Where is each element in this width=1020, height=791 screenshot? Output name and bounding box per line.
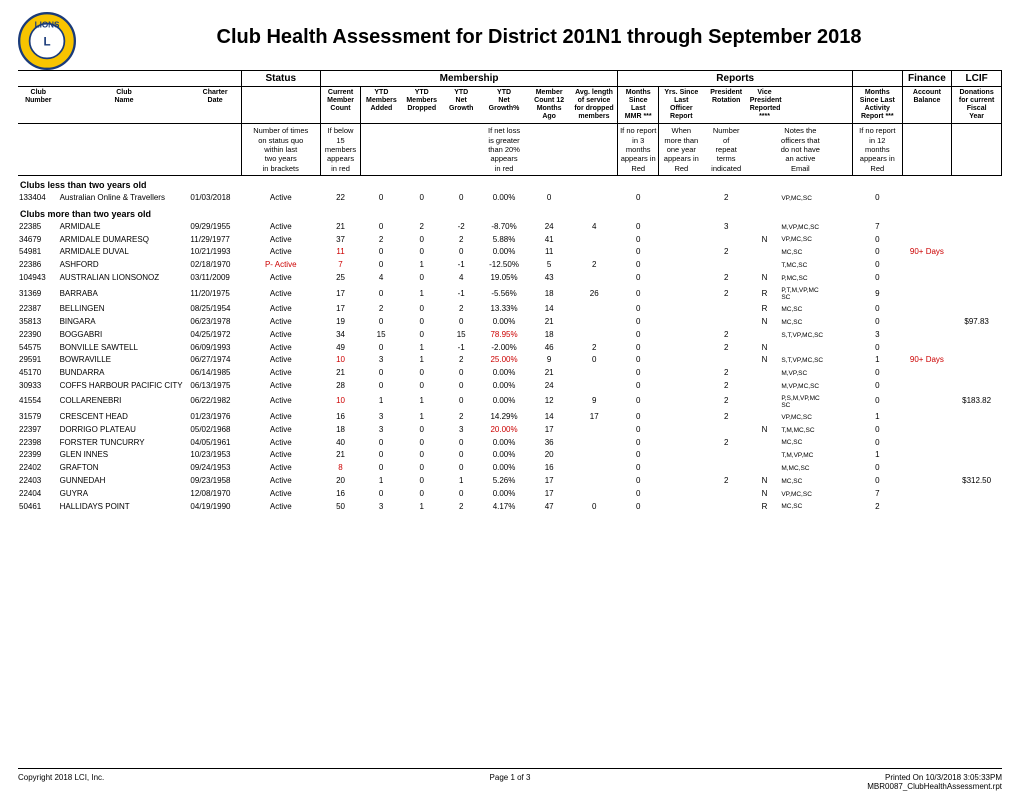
col-mmr: MonthsSinceLastMMR *** [618,87,659,124]
lions-logo: LIONS L [18,12,76,70]
col-ytd-add: YTDMembersAdded [361,87,402,124]
table-row: 22404GUYRA12/08/1970Active160000.00%170N… [18,488,1002,501]
note-mmr: If no reportin 3monthsappears inRed [618,124,659,175]
section-more-two-years: Clubs more than two years old [18,205,1002,221]
table-row: 31579CRESCENT HEAD01/23/1976Active163121… [18,411,1002,424]
table-row: 22399GLEN INNES10/23/1953Active210000.00… [18,449,1002,462]
group-lcif: LCIF [952,71,1002,87]
table-row: 22403GUNNEDAH09/23/1958Active201015.26%1… [18,475,1002,488]
col-ytd-net: YTDNetGrowth [442,87,480,124]
table-row: 54575BONVILLE SAWTELL06/09/1993Active490… [18,342,1002,355]
table-row: 22387BELLINGEN08/25/1954Active1720213.33… [18,303,1002,316]
table-row: 35813BINGARA06/23/1978Active190000.00%21… [18,316,1002,329]
col-ytd-pct: YTDNetGrowth% [480,87,527,124]
page-number: Page 1 of 3 [18,773,1002,782]
group-finance: Finance [902,71,952,87]
col-ytd-drop: YTDMembersDropped [401,87,442,124]
notes-row: Number of timeson status quowithin lastt… [18,124,1002,175]
note-yrsoff: Whenmore thanone yearappears inRed [659,124,704,175]
print-info: Printed On 10/3/2018 3:05:33PMMBR0087_Cl… [867,773,1002,791]
col-cur-count: CurrentMemberCount [320,87,361,124]
note-rotation: Numberofrepeattermsindicated [704,124,749,175]
header: LIONS L Club Health Assessment for Distr… [18,12,1002,70]
group-membership: Membership [320,71,618,87]
note-cur-count: If below15membersappearsin red [320,124,361,175]
col-header-row: ClubNumber ClubName CharterDate CurrentM… [18,87,1002,124]
table-row: 34679ARMIDALE DUMARESQ11/29/1977Active37… [18,234,1002,247]
table-row: 22386ASHFORD02/18/1970P- Active701-1-12.… [18,259,1002,272]
col-rotation: PresidentRotation [704,87,749,124]
col-vp: VicePresidentReported**** [749,87,781,124]
col-status-blank [241,87,320,124]
table-row: 29591BOWRAVILLE06/27/1974Active1031225.0… [18,354,1002,367]
col-avg-len: Avg. lengthof servicefor droppedmembers [571,87,618,124]
footer: Copyright 2018 LCI, Inc. Page 1 of 3 Pri… [18,766,1002,782]
col-balance: AccountBalance [902,87,952,124]
table-row: 22398FORSTER TUNCURRY04/05/1961Active400… [18,437,1002,450]
report-title: Club Health Assessment for District 201N… [76,26,1002,49]
note-status: Number of timeson status quowithin lastt… [241,124,320,175]
table-row: 104943AUSTRALIAN LIONSONOZ03/11/2009Acti… [18,272,1002,285]
table-row: 22402GRAFTON09/24/1953Active80000.00%160… [18,462,1002,475]
table-row: 133404Australian Online & Travellers01/0… [18,192,1002,205]
note-vp: Notes theofficers thatdo not havean acti… [749,124,853,175]
table-row: 50461HALLIDAYS POINT04/19/1990Active5031… [18,501,1002,514]
table-row: 31369BARRABA11/20/1975Active1701-1-5.56%… [18,285,1002,303]
table-row: 22385ARMIDALE09/29/1955Active2102-2-8.70… [18,221,1002,234]
col-club-name: ClubName [59,87,190,124]
report-page: LIONS L Club Health Assessment for Distr… [0,0,1020,788]
col-c12: MemberCount 12MonthsAgo [528,87,571,124]
table-row: 54981ARMIDALE DUVAL10/21/1993Active11000… [18,246,1002,259]
table-row: 22390BOGGABRI04/25/1972Active341501578.9… [18,329,1002,342]
note-activity: If no reportin 12monthsappears inRed [852,124,902,175]
report-table: Status Membership Reports Finance LCIF C… [18,70,1002,513]
table-row: 30933COFFS HARBOUR PACIFIC CITY06/13/197… [18,380,1002,393]
group-status: Status [241,71,320,87]
col-charter: CharterDate [189,87,241,124]
group-reports: Reports [618,71,853,87]
section-less-two-years: Clubs less than two years old [18,176,1002,193]
table-row: 41554COLLARENEBRI06/22/1982Active101100.… [18,393,1002,411]
group-header-row: Status Membership Reports Finance LCIF [18,71,1002,87]
note-pct: If net lossis greaterthan 20%appearsin r… [480,124,527,175]
col-activity: MonthsSince LastActivityReport *** [852,87,902,124]
svg-text:L: L [43,36,50,49]
col-yrs-officer: Yrs. SinceLastOfficerReport [659,87,704,124]
col-club-num: ClubNumber [18,87,59,124]
col-donations: Donationsfor currentFiscalYear [952,87,1002,124]
svg-text:LIONS: LIONS [35,21,60,30]
table-row: 22397DORRIGO PLATEAU05/02/1968Active1830… [18,424,1002,437]
table-row: 45170BUNDARRA06/14/1985Active210000.00%2… [18,367,1002,380]
